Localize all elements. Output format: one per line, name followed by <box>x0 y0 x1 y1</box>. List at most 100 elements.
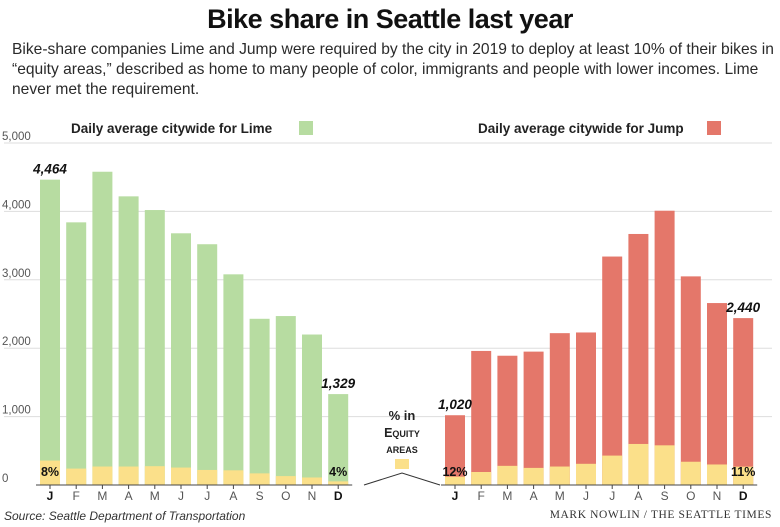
lime-equity-bar <box>40 460 60 485</box>
lime-value-label: 4,464 <box>32 162 67 177</box>
lime-pct-label: 4% <box>329 465 347 479</box>
labels-layer: 4,464 8% 1,329 4% 1,020 12% 2,440 11% <box>32 162 760 479</box>
equity-key-swatch <box>395 459 409 469</box>
jump-total-bar <box>497 355 518 485</box>
x-tick-label: F <box>73 489 80 503</box>
jump-equity-bar <box>497 465 518 485</box>
jump-equity-bar <box>628 443 649 485</box>
x-tick-label: M <box>555 489 565 503</box>
x-tick-label: F <box>478 489 485 503</box>
x-tick-label: M <box>97 489 107 503</box>
x-tick-label: J <box>47 489 54 503</box>
jump-total-bar <box>602 256 623 485</box>
lime-equity-bar <box>66 468 87 485</box>
jump-pct-label: 12% <box>442 465 467 479</box>
jump-legend-label: Daily average citywide for Jump <box>478 121 684 136</box>
lime-equity-bar <box>118 466 139 485</box>
lime-legend-label: Daily average citywide for Lime <box>71 121 273 136</box>
equity-key-line3: areas <box>386 442 418 456</box>
jump-total-bar <box>733 318 754 485</box>
y-tick-label: 0 <box>2 473 8 485</box>
chart-title: Bike share in Seattle last year <box>207 4 573 34</box>
equity-key-line1: % in <box>389 408 416 423</box>
y-tick-label: 5,000 <box>2 131 31 143</box>
x-tick-label: A <box>634 489 642 503</box>
jump-equity-bar <box>602 455 623 485</box>
equity-key: % in Equity areas <box>363 408 441 486</box>
jump-equity-bar <box>576 463 596 485</box>
lime-equity-bar <box>249 473 270 485</box>
bars-layer <box>40 171 754 486</box>
y-tick-label: 1,000 <box>2 405 31 417</box>
x-tick-label: S <box>661 489 669 503</box>
jump-total-bar <box>576 332 596 485</box>
chart-subtitle: Bike-share companies Lime and Jump were … <box>12 41 774 98</box>
jump-equity-bar <box>654 445 675 485</box>
jump-equity-bar <box>471 472 492 485</box>
jump-value-label: 2,440 <box>725 300 760 315</box>
jump-equity-bar <box>680 461 701 485</box>
jump-total-bar <box>654 210 675 485</box>
lime-equity-bar <box>223 470 244 485</box>
jump-equity-bar <box>549 466 570 485</box>
lime-equity-bar <box>171 467 191 485</box>
x-tick-label: J <box>609 489 615 503</box>
jump-equity-bar <box>733 466 754 485</box>
jump-value-label: 1,020 <box>438 397 472 412</box>
lime-total-bar <box>92 171 113 485</box>
y-axis: 0 1,000 2,000 3,000 4,000 5,000 <box>2 131 31 485</box>
lime-equity-bar <box>197 469 218 485</box>
lime-value-label: 1,329 <box>321 376 355 391</box>
jump-total-bar <box>680 276 701 485</box>
lime-equity-bar <box>144 466 165 485</box>
x-tick-label: J <box>178 489 184 503</box>
x-tick-label: J <box>204 489 210 503</box>
x-tick-label: M <box>150 489 160 503</box>
jump-total-bar <box>707 303 727 485</box>
lime-total-bar <box>40 179 60 485</box>
lime-total-bar <box>223 274 244 485</box>
lime-total-bar <box>328 394 349 485</box>
y-tick-label: 2,000 <box>2 336 31 348</box>
lime-total-bar <box>197 244 218 485</box>
lime-legend: Daily average citywide for Lime <box>71 121 313 136</box>
jump-total-bar <box>628 233 649 485</box>
lime-total-bar <box>144 210 165 486</box>
jump-pct-label: 11% <box>731 465 755 479</box>
jump-total-bar <box>523 351 544 485</box>
lime-equity-bar <box>328 481 349 485</box>
x-tick-label: N <box>308 489 317 503</box>
lime-equity-bar <box>302 477 322 485</box>
equity-key-line2: Equity <box>384 426 420 440</box>
jump-total-bar <box>445 415 465 485</box>
x-tick-label: D <box>739 489 748 503</box>
x-tick-label: O <box>686 489 695 503</box>
x-tick-label: A <box>530 489 538 503</box>
x-tick-label: S <box>256 489 264 503</box>
jump-legend-swatch <box>707 121 721 135</box>
lime-total-bar <box>249 318 270 485</box>
jump-legend: Daily average citywide for Jump <box>478 121 721 136</box>
lime-pct-label: 8% <box>41 465 59 479</box>
x-tick-label: A <box>125 489 133 503</box>
x-tick-label: O <box>281 489 290 503</box>
jump-equity-bar <box>445 476 465 485</box>
x-tick-label: D <box>334 489 343 503</box>
x-tick-label: M <box>502 489 512 503</box>
y-tick-label: 3,000 <box>2 268 31 280</box>
lime-total-bar <box>66 222 87 485</box>
jump-total-bar <box>549 333 570 485</box>
y-tick-label: 4,000 <box>2 199 31 211</box>
credit-line: MARK NOWLIN / THE SEATTLE TIMES <box>549 509 772 521</box>
lime-total-bar <box>302 334 322 485</box>
jump-equity-bar <box>707 464 727 485</box>
lime-equity-bar <box>92 466 113 485</box>
equity-key-connector <box>363 472 441 486</box>
x-tick-label: J <box>583 489 589 503</box>
x-tick-label: A <box>229 489 237 503</box>
lime-equity-bar <box>275 476 296 485</box>
lime-total-bar <box>171 233 191 485</box>
source-note: Source: Seattle Department of Transporta… <box>4 509 246 523</box>
